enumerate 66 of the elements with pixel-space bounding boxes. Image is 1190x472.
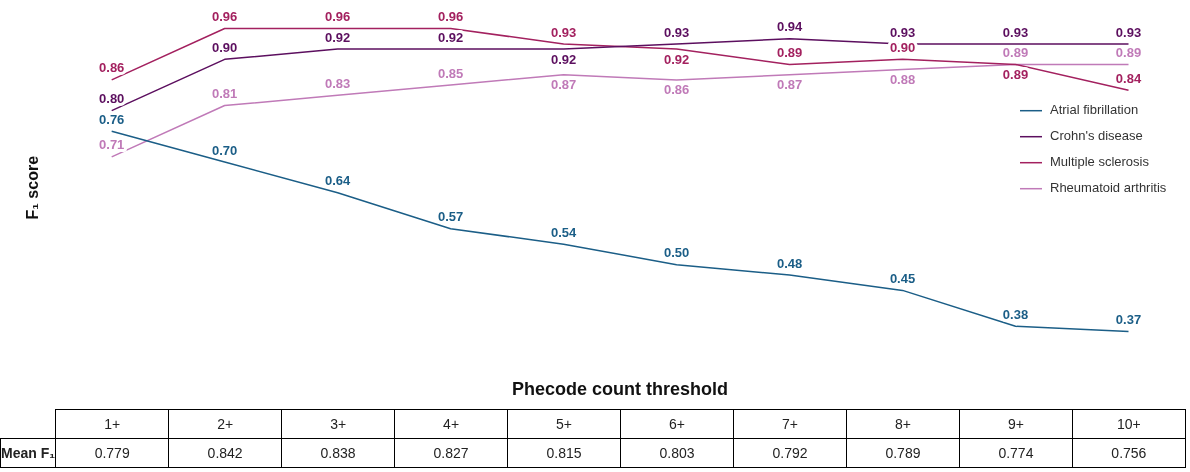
data-label: 0.84 [1115,70,1142,86]
text: 0.774 [959,438,1073,468]
data-label: 0.93 [889,24,916,40]
data-label: 0.89 [1002,45,1029,61]
text: 0.827 [394,438,508,468]
data-label: 0.76 [99,111,125,127]
x-tick-label: 7+ [733,409,847,439]
data-label: 0.93 [550,24,577,40]
data-label: 0.87 [776,77,803,93]
text: 0.815 [507,438,621,468]
legend-label: Multiple sclerosis [1050,154,1150,170]
data-label: 0.83 [324,75,351,91]
data-label: 0.50 [663,245,690,261]
data-label: 0.89 [1115,45,1142,61]
data-label: 0.92 [550,51,577,67]
data-label: 0.81 [212,86,238,102]
x-tick-label: 9+ [959,409,1073,439]
legend-label: Atrial fibrillation [1050,102,1139,118]
data-label: 0.64 [324,173,352,189]
data-label: 0.96 [324,9,351,25]
data-label: 0.38 [1002,306,1029,322]
data-label: 0.96 [212,9,238,25]
text: Mean F₁ [0,438,56,468]
text: 0.842 [168,438,282,468]
data-label: 0.54 [550,224,578,240]
x-tick-label: 4+ [394,409,508,439]
data-label: 0.89 [1002,67,1029,83]
data-label: 0.87 [550,77,577,93]
text: 0.779 [55,438,169,468]
legend-label: Crohn's disease [1050,128,1143,144]
y-axis-title: F₁ score [24,155,42,220]
data-label: 0.45 [889,270,916,286]
data-label: 0.71 [99,137,125,153]
data-label: 0.89 [776,45,803,61]
data-label: 0.94 [776,19,803,35]
data-label: 0.90 [212,39,238,55]
data-label: 0.86 [663,82,690,98]
text: 0.789 [846,438,960,468]
x-tick-label: 3+ [281,409,395,439]
data-label: 0.92 [437,29,464,45]
x-tick-label: 8+ [846,409,960,439]
x-tick-label: 2+ [168,409,282,439]
text: 0.803 [620,438,734,468]
x-tick-label: 5+ [507,409,621,439]
text: 0.792 [733,438,847,468]
x-axis-title: Phecode count threshold [512,379,729,400]
text: 0.756 [1072,438,1186,468]
data-label: 0.57 [437,209,464,225]
data-label: 0.93 [1002,24,1029,40]
data-label: 0.48 [776,255,803,271]
data-label: 0.92 [324,29,351,45]
data-label: 0.86 [99,60,125,76]
data-label: 0.92 [663,51,690,67]
data-label: 0.96 [437,9,464,25]
text: 0.838 [281,438,395,468]
data-label: 0.70 [212,142,238,158]
legend-label: Rheumatoid arthritis [1050,180,1167,196]
x-tick-label: 10+ [1072,409,1186,439]
data-label: 0.93 [663,24,690,40]
data-label: 0.85 [437,65,464,81]
x-tick-label: 6+ [620,409,734,439]
data-label: 0.37 [1115,312,1142,328]
data-label: 0.88 [889,72,916,88]
data-label: 0.93 [1115,24,1142,40]
x-tick-label: 1+ [55,409,169,439]
data-label: 0.80 [99,91,125,107]
